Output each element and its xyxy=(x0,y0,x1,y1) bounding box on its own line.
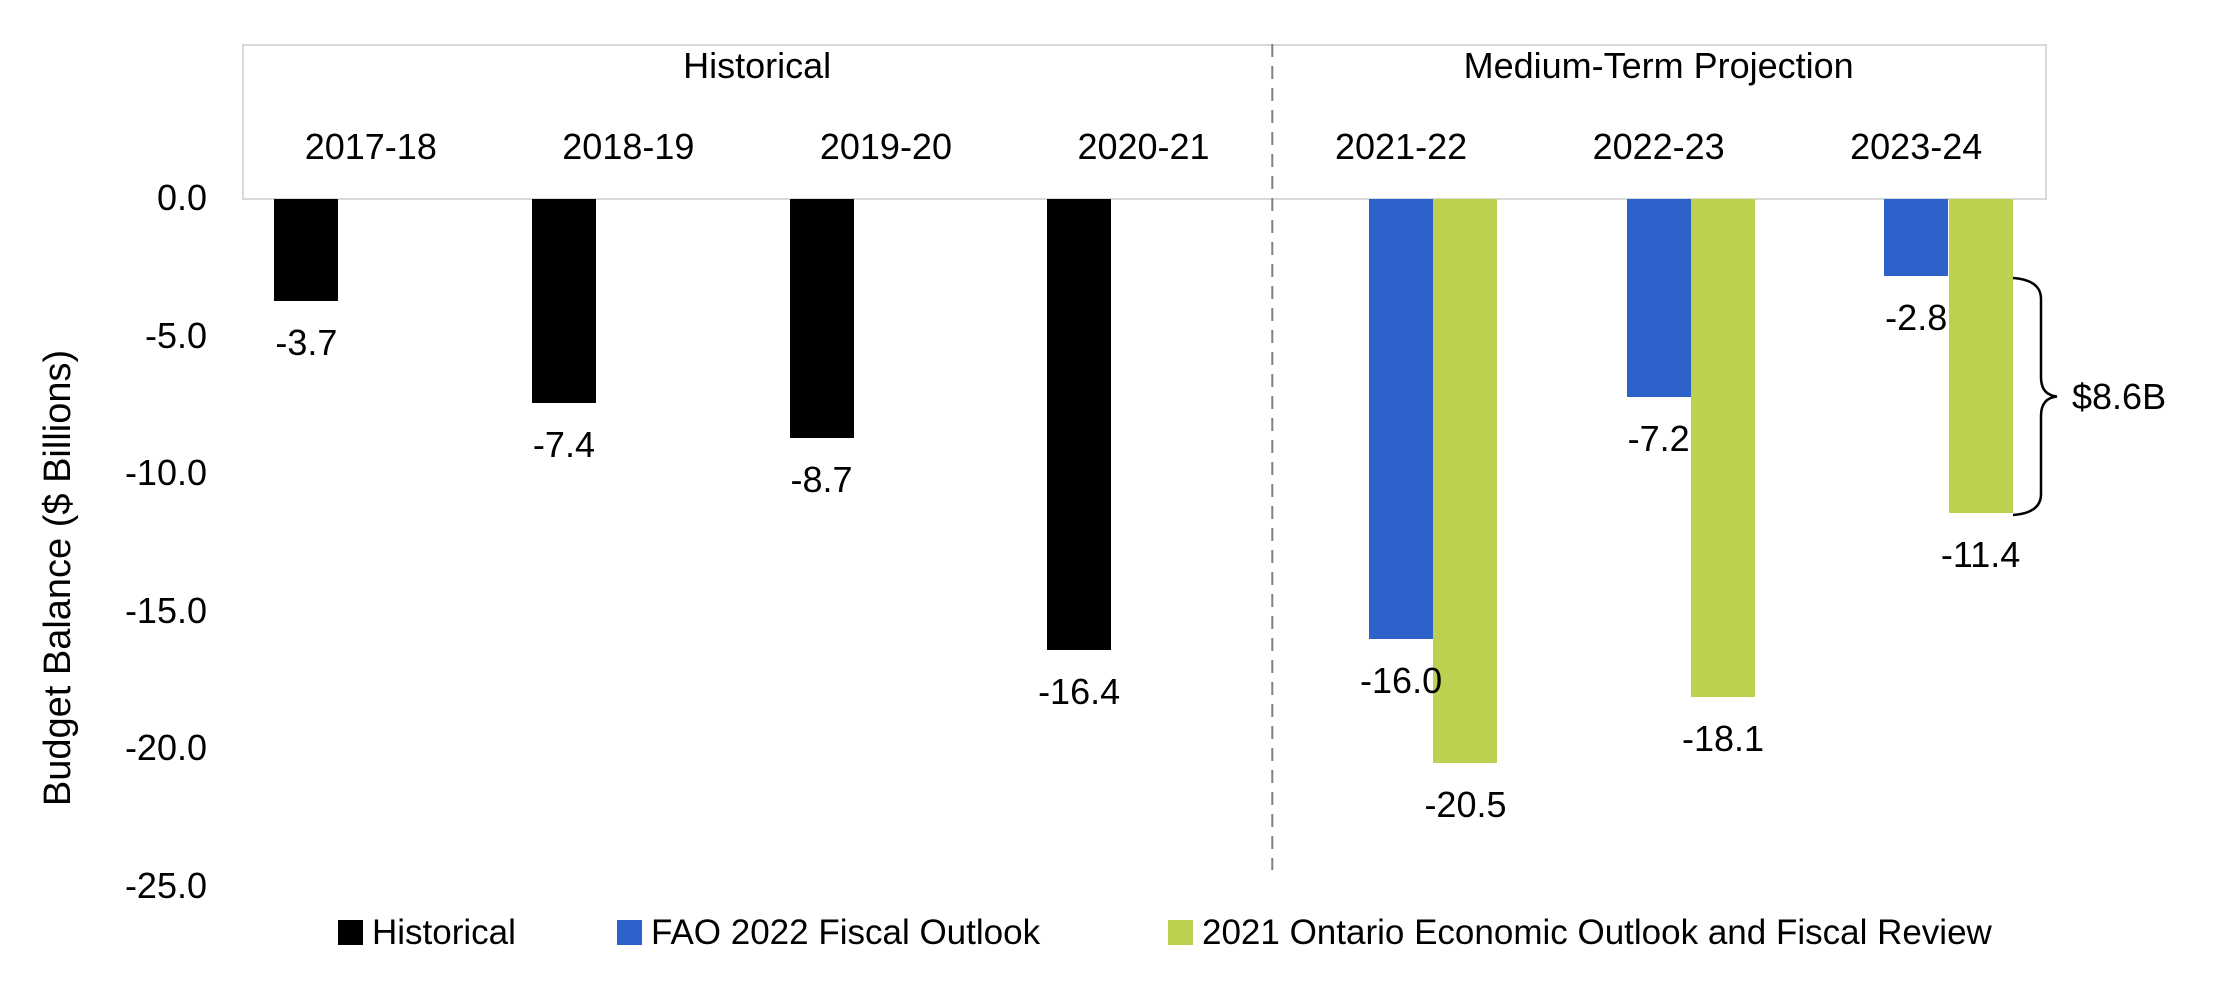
section-title-projection: Medium-Term Projection xyxy=(1463,45,1854,86)
bar xyxy=(531,199,596,403)
category-label: 2017-18 xyxy=(304,126,437,167)
bar xyxy=(1626,199,1691,397)
bar xyxy=(1884,199,1949,276)
bar xyxy=(1433,199,1498,763)
legend-swatch xyxy=(338,920,363,945)
bar xyxy=(274,199,339,301)
data-label: -3.7 xyxy=(275,321,338,363)
legend-swatch xyxy=(1168,920,1193,945)
y-tick-label: -5.0 xyxy=(144,314,207,356)
y-tick-label: -10.0 xyxy=(124,452,207,493)
data-label: -2.8 xyxy=(1885,297,1948,338)
bar xyxy=(789,199,854,439)
section-title-historical: Historical xyxy=(683,45,832,86)
bar xyxy=(1369,199,1434,639)
category-label: 2023-24 xyxy=(1850,126,1983,167)
difference-brace xyxy=(2012,276,2058,517)
legend-label: FAO 2022 Fiscal Outlook xyxy=(651,913,1041,952)
y-tick-label: 0.0 xyxy=(156,177,207,218)
data-label: -16.0 xyxy=(1360,660,1443,701)
category-label: 2019-20 xyxy=(819,126,952,167)
difference-annotation-label: $8.6B xyxy=(2072,376,2167,417)
bar xyxy=(1047,199,1112,650)
plot-header-box xyxy=(242,44,2047,200)
data-label: -16.4 xyxy=(1038,671,1121,712)
y-tick-label: -25.0 xyxy=(124,864,207,906)
category-label: 2018-19 xyxy=(562,126,695,167)
data-label: -8.7 xyxy=(790,459,853,501)
y-tick-label: -20.0 xyxy=(124,727,207,768)
legend-label: 2021 Ontario Economic Outlook and Fiscal… xyxy=(1202,913,1992,952)
data-label: -7.2 xyxy=(1627,418,1690,459)
legend-swatch xyxy=(617,920,642,945)
category-label: 2020-21 xyxy=(1077,126,1210,167)
data-label: -11.4 xyxy=(1940,533,2021,575)
bar xyxy=(1948,199,2013,513)
data-label: -7.4 xyxy=(532,423,595,465)
data-label: -20.5 xyxy=(1424,783,1507,825)
category-label: 2022-23 xyxy=(1592,126,1725,167)
category-label: 2021-22 xyxy=(1335,126,1468,167)
data-label: -18.1 xyxy=(1682,717,1765,759)
y-tick-label: -15.0 xyxy=(124,589,207,631)
legend-label: Historical xyxy=(372,913,516,952)
bar xyxy=(1691,199,1756,697)
